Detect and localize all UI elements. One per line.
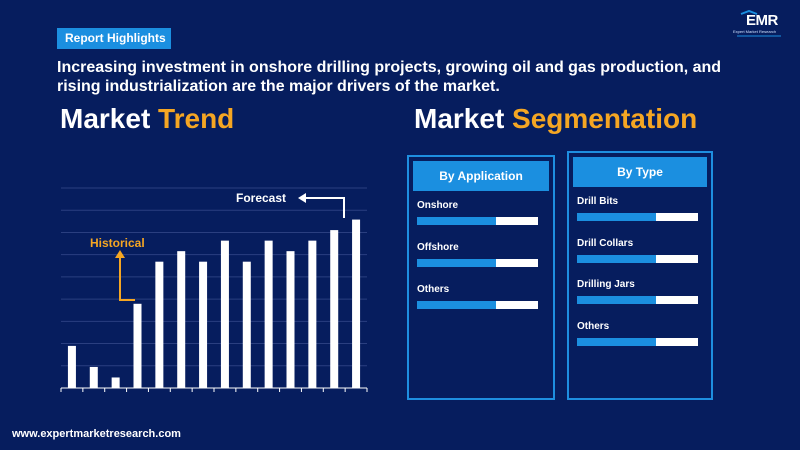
- chart-grid: [61, 187, 367, 389]
- application-progress-bar: [417, 217, 538, 225]
- by-type-panel: By Type Drill Bits Drill Collars Drilling …: [567, 151, 713, 400]
- type-item: Drilling Jars: [577, 279, 698, 304]
- chart-annotations: Historical Forecast: [90, 191, 345, 301]
- application-progress-bar: [417, 301, 538, 309]
- chart-axis: [60, 387, 368, 392]
- chart-bar-13: [330, 230, 339, 388]
- segmentation-title-word2: Segmentation: [512, 103, 698, 134]
- forecast-arrowhead-icon: [298, 193, 306, 203]
- chart-bar-12: [308, 240, 317, 388]
- trend-title-word2: Trend: [158, 103, 235, 134]
- type-progress-bar: [577, 296, 698, 304]
- type-item-label: Drilling Jars: [577, 279, 635, 290]
- chart-bar-14: [352, 219, 361, 388]
- application-item: Onshore: [417, 200, 538, 225]
- application-progress-fill: [417, 217, 496, 225]
- type-item: Others: [577, 321, 698, 346]
- application-item: Offshore: [417, 242, 538, 267]
- historical-label: Historical: [90, 236, 145, 250]
- type-item: Drill Collars: [577, 238, 698, 263]
- chart-bar-7: [199, 261, 208, 388]
- chart-bar-6: [177, 251, 186, 388]
- type-progress-fill: [577, 337, 656, 346]
- report-highlights-badge: Report Highlights: [57, 28, 171, 49]
- type-item: Drill Bits: [577, 196, 698, 221]
- by-type-header: By Type: [573, 157, 707, 187]
- chart-bar-2: [89, 366, 98, 388]
- by-application-header: By Application: [413, 161, 549, 191]
- type-progress-fill: [577, 213, 656, 221]
- type-item-label: Others: [577, 320, 610, 332]
- application-item-label: Others: [417, 284, 450, 295]
- segmentation-title-word1: Market: [414, 103, 505, 134]
- headline-text: Increasing investment in onshore drillin…: [57, 59, 722, 95]
- type-item-label: Drill Collars: [577, 237, 634, 249]
- application-progress-fill: [417, 259, 496, 267]
- chart-bar-9: [242, 261, 251, 388]
- type-progress-bar: [577, 254, 698, 263]
- chart-bar-4: [133, 303, 142, 388]
- forecast-label: Forecast: [236, 191, 286, 205]
- chart-bar-11: [286, 251, 295, 388]
- market-segmentation-title: Market Segmentation: [414, 103, 697, 135]
- chart-bar-1: [67, 345, 76, 388]
- type-progress-bar: [577, 337, 698, 346]
- chart-bar-5: [155, 261, 164, 388]
- application-item-label: Onshore: [417, 200, 459, 211]
- type-progress-bar: [577, 213, 698, 221]
- application-progress-bar: [417, 259, 538, 267]
- historical-arrowhead-icon: [115, 250, 125, 258]
- chart-bar-10: [264, 240, 273, 388]
- application-progress-fill: [417, 301, 496, 309]
- historical-arrow-icon: [119, 254, 135, 301]
- chart-bar-3: [111, 377, 120, 388]
- forecast-arrow-icon: [302, 197, 345, 218]
- type-progress-fill: [577, 296, 656, 304]
- emr-logo-icon: [737, 10, 781, 37]
- chart-bars: [67, 219, 361, 388]
- type-item-label: Drill Bits: [577, 196, 619, 207]
- footer-url[interactable]: www.expertmarketresearch.com: [12, 428, 181, 440]
- market-trend-title: Market Trend: [60, 103, 234, 135]
- emr-logo-subtitle: Expert Market Research: [733, 29, 777, 34]
- chart-bar-8: [220, 240, 229, 388]
- application-item: Others: [417, 284, 538, 309]
- application-item-label: Offshore: [417, 242, 459, 253]
- type-progress-fill: [577, 254, 656, 263]
- trend-title-word1: Market: [60, 103, 151, 134]
- market-trend-chart: Historical Forecast: [60, 187, 368, 392]
- emr-logo-text: EMR: [746, 12, 778, 29]
- by-application-panel: By Application Onshore Offshore Others: [407, 155, 555, 400]
